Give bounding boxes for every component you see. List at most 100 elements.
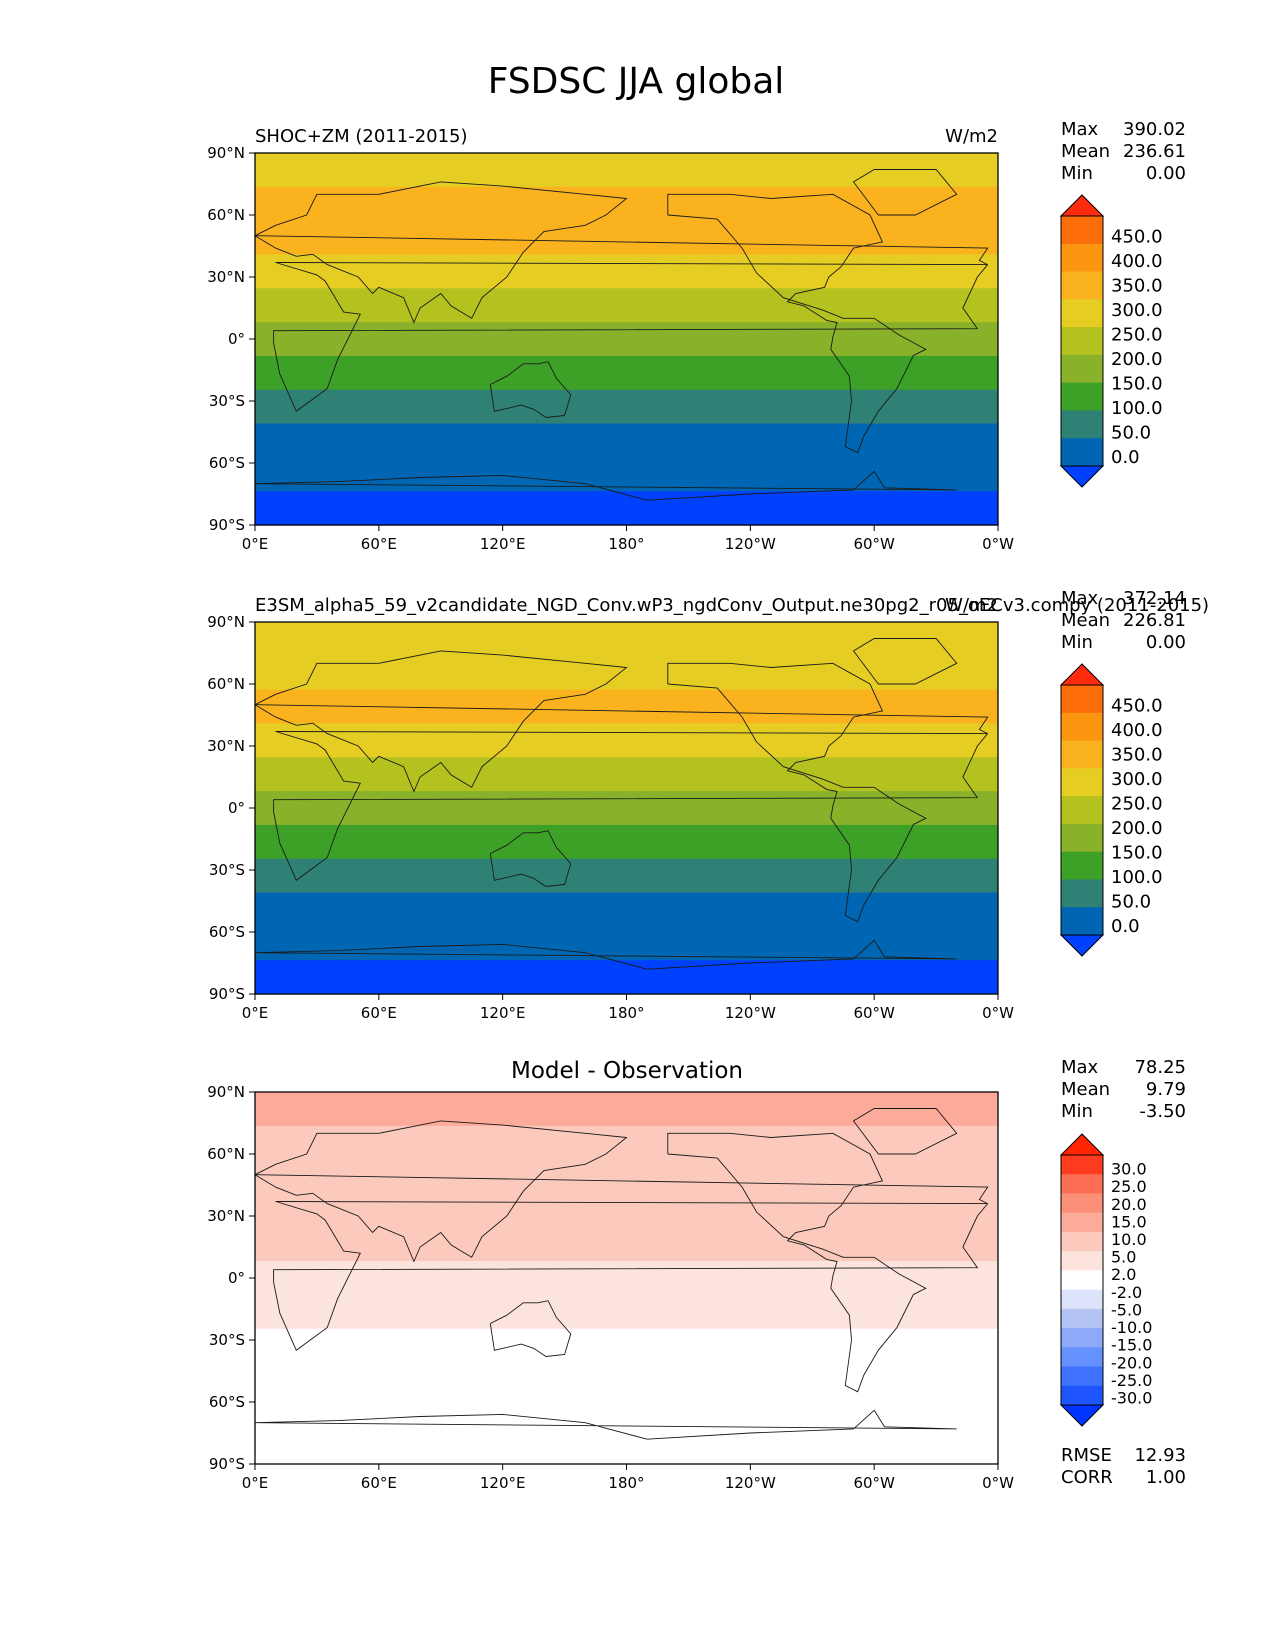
panel-3-colorbar-tick-label: 30.0: [1111, 1160, 1147, 1179]
panel-1-xtick-label: 120°W: [725, 535, 776, 553]
panel-2-colorbar-tick-label: 0.0: [1111, 916, 1140, 937]
panel-1-colorbar-tick-label: 150.0: [1111, 374, 1163, 395]
panel-2-colorbar-tick-label: 300.0: [1111, 769, 1163, 790]
panel-2-ytick-label: 60°N: [207, 675, 245, 693]
panel-1-colorbar-tick-label: 200.0: [1111, 349, 1163, 370]
panel-1-band: [255, 423, 998, 458]
panel-1-colorbar-tick-label: 100.0: [1111, 398, 1163, 419]
panel-3-band: [255, 1125, 998, 1161]
panel-3-colorbar-segment: [1061, 1193, 1103, 1214]
panel-3-colorbar-tick-label: -5.0: [1111, 1300, 1142, 1319]
panel-1-colorbar-segment: [1061, 410, 1103, 439]
panel-1-coastline: [254, 470, 957, 501]
panel-1-colorbar-frame: [1060, 215, 1104, 467]
panel-3-title-center: Model - Observation: [511, 1058, 743, 1084]
panel-3-xtick-label: 60°E: [361, 1474, 397, 1492]
panel-1-mean-label: Mean: [1061, 141, 1110, 162]
panel-3-colorbar-segment: [1061, 1270, 1103, 1291]
panel-3-stats: Max 78.25 Mean 9.79 Min -3.50: [1061, 1057, 1186, 1122]
panel-2-min-label: Min: [1061, 632, 1093, 653]
panel-2-colorbar-segment: [1061, 685, 1103, 714]
panel-3-ytick-label: 90°N: [207, 1083, 245, 1101]
panel-1-band: [255, 153, 998, 188]
panel-1-units: W/m2: [945, 126, 998, 147]
panel-3-colorbar-segment: [1061, 1347, 1103, 1368]
panel-2-coastline: [254, 939, 957, 970]
panel-3-metrics: RMSE 12.93 CORR 1.00: [1061, 1445, 1186, 1488]
panel-1-band: [255, 322, 998, 357]
panel-2-title-left: E3SM_alpha5_59_v2candidate_NGD_Conv.wP3_…: [255, 595, 1209, 616]
panel-2-xtick-label: 0°E: [242, 1004, 269, 1022]
panel-1-band: [255, 355, 998, 391]
panel-1-colorbar-tick-label: 400.0: [1111, 251, 1163, 272]
panel-1-colorbar-segment: [1061, 271, 1103, 300]
panel-2-colorbar-segment: [1061, 740, 1103, 769]
panel-1-max-value: 390.02: [1123, 119, 1186, 140]
panel-3: Model - Observation Max 78.25 Mean 9.79 …: [207, 1057, 1186, 1492]
panel-1-ytick-label: 90°S: [209, 516, 245, 534]
panel-3-colorbar-segment: [1061, 1289, 1103, 1310]
panel-2-band: [255, 858, 998, 894]
panel-2-band: [255, 757, 998, 792]
panel-2-colorbar-segment: [1061, 796, 1103, 825]
panel-2-coastline: [489, 830, 572, 887]
panel-1-stats: Max 390.02 Mean 236.61 Min 0.00: [1061, 119, 1186, 184]
panel-2-max-label: Max: [1061, 588, 1099, 609]
panel-1-min-label: Min: [1061, 163, 1093, 184]
panel-3-ytick-label: 0°: [228, 1269, 245, 1287]
panel-1-colorbar-tick-label: 350.0: [1111, 276, 1163, 297]
panel-3-min-label: Min: [1061, 1101, 1093, 1122]
panel-3-band: [255, 1328, 998, 1364]
panel-2-band: [255, 824, 998, 860]
panel-3-xtick-label: 0°E: [242, 1474, 269, 1492]
panel-3-colorbar-tick-label: -2.0: [1111, 1283, 1142, 1302]
panel-2-band: [255, 723, 998, 758]
panel-2-mean-label: Mean: [1061, 610, 1110, 631]
panel-3-ytick-label: 30°S: [209, 1331, 245, 1349]
panel-1-xtick-label: 180°: [608, 535, 644, 553]
panel-1-coastline: [667, 193, 927, 454]
panel-1-colorbar-max-arrow: [1059, 194, 1105, 217]
panel-3-ytick-label: 30°N: [207, 1207, 245, 1225]
panel-3-min-value: -3.50: [1139, 1101, 1186, 1122]
panel-1-ytick-label: 90°N: [207, 144, 245, 162]
panel-3-mean-value: 9.79: [1146, 1079, 1186, 1100]
panel-3-colorbar-min-arrow: [1059, 1404, 1105, 1427]
panel-1-band: [255, 457, 998, 492]
panel-1-xtick-label: 0°E: [242, 535, 269, 553]
panel-3-xtick-label: 120°E: [480, 1474, 526, 1492]
panel-2-ytick-label: 30°S: [209, 861, 245, 879]
panel-2-band: [255, 960, 998, 995]
panel-3-colorbar-segment: [1061, 1308, 1103, 1329]
panel-2-band: [255, 655, 998, 691]
panel-3-colorbar-tick-label: -15.0: [1111, 1336, 1152, 1355]
panel-2-colorbar-tick-label: 50.0: [1111, 892, 1151, 913]
panel-3-colorbar-segment: [1061, 1385, 1103, 1406]
panel-1-colorbar-tick-label: 300.0: [1111, 300, 1163, 321]
panel-2-band: [255, 791, 998, 826]
panel-2-coastline: [254, 650, 628, 793]
panel-2-colorbar-tick-label: 400.0: [1111, 720, 1163, 741]
panel-2-band: [255, 892, 998, 927]
panel-1: SHOC+ZM (2011-2015) W/m2 Max 390.02 Mean…: [207, 119, 1186, 553]
panel-1-colorbar-min-arrow: [1059, 465, 1105, 488]
panel-2-band: [255, 926, 998, 961]
panel-2-ytick-label: 90°N: [207, 613, 245, 631]
panel-2-ytick-label: 60°S: [209, 923, 245, 941]
panel-1-max-label: Max: [1061, 119, 1099, 140]
panel-2-colorbar-segment: [1061, 712, 1103, 742]
panel-2-band: [255, 622, 998, 657]
panel-3-coastline: [489, 1300, 572, 1357]
panel-1-xtick-label: 60°W: [853, 535, 895, 553]
panel-1-colorbar-segment: [1061, 216, 1103, 245]
panel-1-ytick-label: 60°N: [207, 206, 245, 224]
panel-1-ytick-label: 60°S: [209, 454, 245, 472]
panel-2-xtick-label: 0°W: [982, 1004, 1014, 1022]
panel-2-colorbar-tick-label: 450.0: [1111, 696, 1163, 717]
panel-3-colorbar-segment: [1061, 1212, 1103, 1233]
panel-2-colorbar-tick-label: 150.0: [1111, 843, 1163, 864]
panel-1-mean-value: 236.61: [1123, 141, 1186, 162]
panel-3-xtick-label: 180°: [608, 1474, 644, 1492]
panel-3-colorbar-segment: [1061, 1155, 1103, 1175]
panel-1-min-value: 0.00: [1146, 163, 1186, 184]
